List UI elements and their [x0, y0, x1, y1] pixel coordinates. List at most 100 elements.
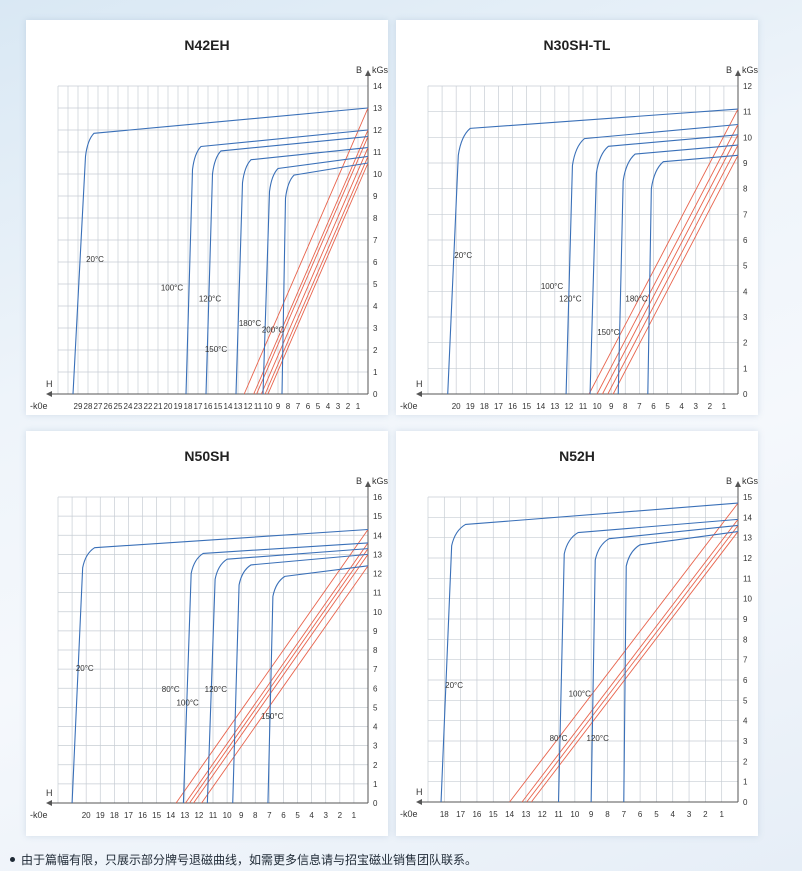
temperature-annotation: 120°C: [559, 295, 582, 304]
y-tick-label: 2: [373, 761, 378, 770]
y-tick-label: 4: [743, 287, 748, 296]
normal-curve-line: [243, 107, 369, 395]
y-tick-label: 7: [373, 665, 378, 674]
chart-title: N52H: [559, 448, 595, 464]
temperature-annotation: 150°C: [597, 328, 620, 337]
x-tick-label: 5: [665, 402, 670, 411]
y-axis-letter: B: [726, 476, 732, 486]
y-axis-letter: B: [356, 65, 362, 75]
x-axis-letter: H: [46, 379, 53, 389]
y-tick-label: 5: [373, 280, 378, 289]
y-tick-label: 11: [373, 148, 382, 157]
y-tick-label: 10: [373, 608, 382, 617]
temperature-annotation: 180°C: [625, 295, 648, 304]
y-axis-letter: B: [356, 476, 362, 486]
chart-title: N42EH: [184, 37, 229, 53]
x-axis-letter: H: [46, 788, 53, 798]
temperature-annotation: 180°C: [239, 319, 262, 328]
normal-curve-line: [193, 554, 369, 804]
x-tick-label: 13: [234, 402, 243, 411]
x-tick-label: 10: [264, 402, 273, 411]
y-tick-label: 10: [373, 170, 382, 179]
x-tick-label: 14: [505, 810, 514, 819]
x-tick-label: 12: [194, 811, 203, 820]
intrinsic-curve-line: [71, 528, 369, 804]
x-tick-label: 5: [654, 810, 659, 819]
x-tick-label: 7: [622, 810, 627, 819]
y-tick-label: 7: [743, 210, 748, 219]
x-tick-label: 7: [637, 402, 642, 411]
x-tick-label: 1: [722, 402, 727, 411]
chart-title: N50SH: [184, 448, 229, 464]
y-axis-arrow-icon: [735, 70, 741, 76]
normal-curve-line: [607, 144, 739, 395]
normal-curve-line: [530, 531, 739, 803]
y-tick-label: 1: [743, 778, 748, 787]
intrinsic-curve-line: [647, 154, 739, 395]
intrinsic-curve-line: [72, 107, 369, 395]
x-tick-label: 4: [679, 402, 684, 411]
x-tick-label: 15: [214, 402, 223, 411]
y-tick-label: 12: [743, 554, 752, 563]
x-tick-label: 4: [326, 402, 331, 411]
intrinsic-curve-line: [182, 542, 369, 804]
x-tick-label: 18: [480, 402, 489, 411]
y-tick-label: 5: [373, 703, 378, 712]
x-tick-label: 21: [154, 402, 163, 411]
x-tick-label: 15: [489, 810, 498, 819]
x-tick-label: 3: [687, 810, 692, 819]
x-tick-label: 15: [522, 402, 531, 411]
y-tick-label: 9: [743, 159, 748, 168]
x-tick-label: 18: [440, 810, 449, 819]
x-axis-unit: -k0e: [30, 810, 48, 820]
x-axis-arrow-icon: [416, 799, 422, 805]
x-tick-label: 29: [74, 402, 83, 411]
y-tick-label: 9: [373, 627, 378, 636]
x-tick-label: 13: [180, 811, 189, 820]
x-tick-label: 19: [96, 811, 105, 820]
x-tick-label: 2: [346, 402, 351, 411]
x-tick-label: 1: [356, 402, 361, 411]
y-tick-label: 4: [743, 717, 748, 726]
y-tick-label: 4: [373, 723, 378, 732]
y-tick-label: 8: [373, 214, 378, 223]
x-tick-label: 12: [538, 810, 547, 819]
intrinsic-curve-line: [205, 136, 369, 395]
y-axis-unit: kGs: [742, 65, 758, 75]
normal-curve-line: [612, 155, 739, 395]
y-axis-unit: kGs: [372, 65, 388, 75]
y-tick-label: 1: [373, 368, 378, 377]
y-tick-label: 10: [743, 133, 752, 142]
y-tick-label: 3: [373, 742, 378, 751]
x-tick-label: 16: [204, 402, 213, 411]
x-tick-label: 22: [144, 402, 153, 411]
y-tick-label: 11: [743, 108, 752, 117]
y-tick-label: 8: [743, 635, 748, 644]
x-tick-label: 10: [223, 811, 232, 820]
y-tick-label: 6: [743, 236, 748, 245]
x-tick-label: 16: [508, 402, 517, 411]
y-tick-label: 2: [743, 757, 748, 766]
intrinsic-curve-line: [267, 565, 369, 804]
y-tick-label: 3: [373, 324, 378, 333]
intrinsic-curve-line: [565, 123, 739, 395]
x-tick-label: 1: [352, 811, 357, 820]
x-tick-label: 17: [124, 811, 133, 820]
normal-curve-line: [267, 162, 369, 395]
normal-curve-line: [189, 548, 369, 804]
y-tick-label: 2: [743, 339, 748, 348]
footnote: 由于篇幅有限，只展示部分牌号退磁曲线，如需更多信息请与招宝磁业销售团队联系。: [10, 851, 477, 868]
footnote-text: 由于篇幅有限，只展示部分牌号退磁曲线，如需更多信息请与招宝磁业销售团队联系。: [21, 853, 478, 867]
x-tick-label: 14: [224, 402, 233, 411]
x-tick-label: 11: [254, 402, 263, 411]
temperature-annotation: 80°C: [162, 685, 180, 694]
y-tick-label: 0: [373, 799, 378, 808]
x-axis-letter: H: [416, 787, 423, 797]
intrinsic-curve-line: [617, 144, 739, 395]
normal-curve-line: [602, 134, 739, 395]
x-axis-unit: -k0e: [400, 809, 418, 819]
normal-curve-line: [521, 519, 739, 803]
